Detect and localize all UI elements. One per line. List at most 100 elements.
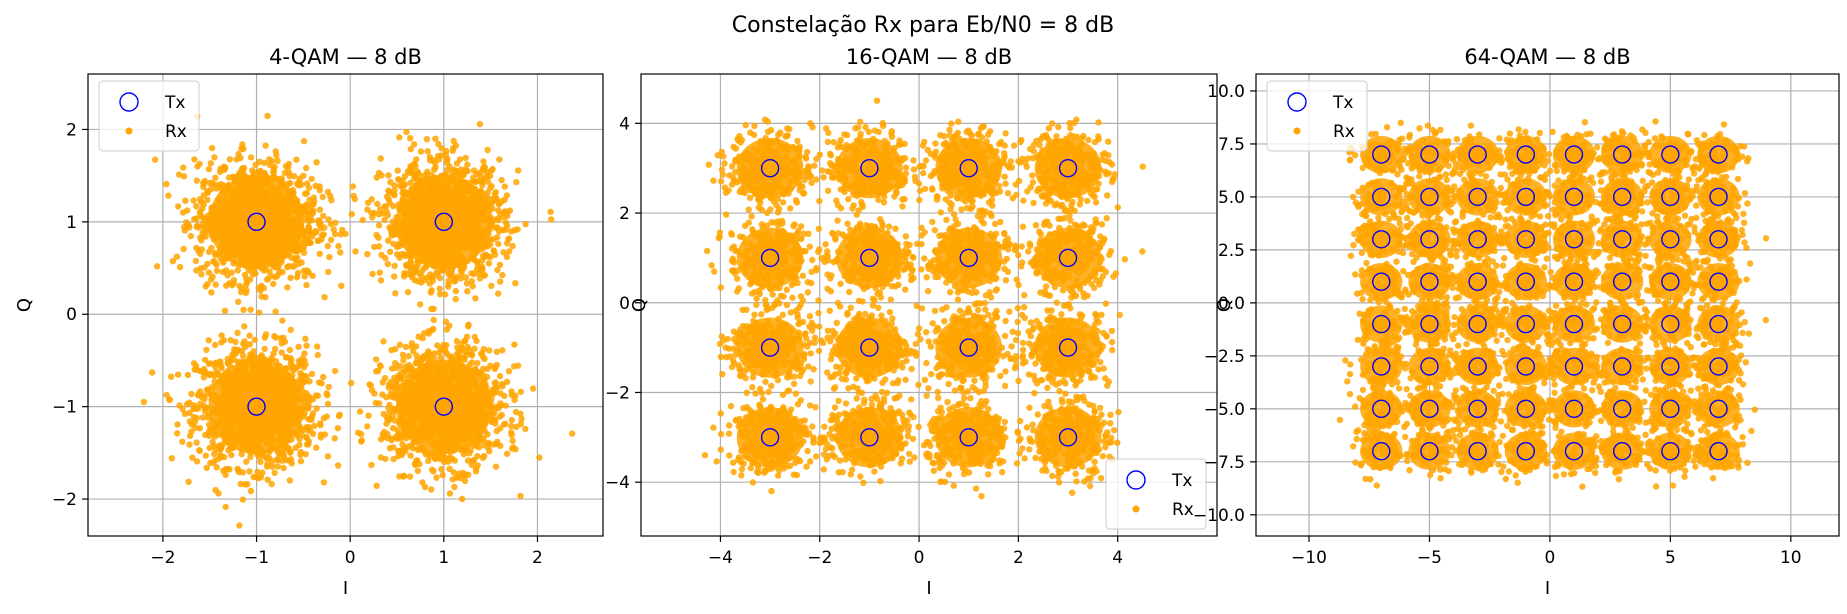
rx-point xyxy=(404,366,412,373)
rx-point xyxy=(246,341,253,348)
rx-point xyxy=(224,233,231,240)
rx-point xyxy=(317,220,324,228)
rx-point xyxy=(243,458,250,465)
rx-point xyxy=(335,242,342,250)
rx-point xyxy=(407,452,414,459)
rx-point xyxy=(312,182,319,190)
rx-point xyxy=(275,254,282,261)
rx-point xyxy=(207,459,214,467)
rx-point xyxy=(203,346,210,354)
rx-point xyxy=(326,253,333,261)
rx-point xyxy=(465,387,472,394)
rx-point xyxy=(496,261,504,268)
rx-point xyxy=(468,350,475,358)
rx-point xyxy=(441,291,449,298)
rx-point xyxy=(208,289,215,296)
rx-point xyxy=(235,372,242,379)
rx-point xyxy=(191,156,198,163)
rx-point xyxy=(492,385,499,392)
rx-point xyxy=(408,402,415,409)
rx-point xyxy=(337,249,344,256)
rx-point xyxy=(285,457,292,464)
rx-point xyxy=(379,391,386,398)
rx-point xyxy=(301,273,308,280)
rx-point xyxy=(268,480,275,488)
rx-point xyxy=(294,245,302,253)
rx-point xyxy=(255,176,263,183)
rx-point xyxy=(303,342,310,349)
rx-point xyxy=(433,360,441,367)
rx-point xyxy=(153,263,161,270)
rx-point xyxy=(234,232,241,239)
rx-point xyxy=(465,321,472,328)
rx-point xyxy=(205,165,213,173)
rx-point xyxy=(243,286,250,294)
rx-point xyxy=(190,413,198,421)
rx-point xyxy=(493,348,500,355)
rx-point xyxy=(450,417,457,424)
rx-point xyxy=(446,454,453,462)
rx-point xyxy=(403,128,410,136)
rx-point xyxy=(503,192,511,199)
rx-point xyxy=(275,175,282,183)
rx-point xyxy=(276,414,284,421)
rx-point xyxy=(230,356,237,363)
rx-point xyxy=(260,356,267,363)
rx-point xyxy=(235,298,242,305)
rx-point xyxy=(271,163,278,171)
rx-point xyxy=(232,338,239,346)
rx-point xyxy=(352,248,359,255)
rx-point xyxy=(369,270,376,278)
rx-point xyxy=(464,288,471,295)
rx-point xyxy=(302,335,309,342)
rx-point xyxy=(299,355,306,362)
rx-point xyxy=(300,245,307,252)
rx-point xyxy=(377,436,385,443)
rx-point xyxy=(280,397,287,404)
rx-point xyxy=(218,443,225,451)
rx-point xyxy=(318,232,326,239)
rx-point xyxy=(209,409,216,416)
rx-point xyxy=(185,478,192,485)
rx-point xyxy=(459,355,466,362)
rx-point xyxy=(226,186,233,193)
rx-point xyxy=(459,364,466,371)
rx-point xyxy=(347,379,355,387)
rx-point xyxy=(215,455,223,462)
rx-point xyxy=(427,422,434,429)
rx-point xyxy=(174,430,181,437)
rx-point xyxy=(266,268,273,275)
rx-point xyxy=(471,345,478,352)
rx-point xyxy=(239,352,247,359)
rx-point xyxy=(285,164,292,171)
rx-point xyxy=(262,411,269,418)
rx-point xyxy=(451,483,458,491)
rx-point xyxy=(436,274,444,282)
rx-point xyxy=(320,373,327,381)
rx-point xyxy=(176,263,184,271)
rx-point xyxy=(424,450,432,458)
rx-point xyxy=(400,472,407,480)
rx-point xyxy=(452,361,459,368)
rx-point xyxy=(274,463,281,470)
rx-point xyxy=(474,214,481,221)
rx-point xyxy=(410,389,417,396)
rx-point xyxy=(476,121,484,128)
rx-point xyxy=(407,135,414,142)
rx-point xyxy=(334,462,342,469)
rx-point xyxy=(152,156,159,163)
rx-point xyxy=(244,415,251,422)
rx-point xyxy=(246,276,254,283)
rx-point xyxy=(325,383,332,391)
rx-point xyxy=(193,215,200,222)
rx-point xyxy=(261,159,268,167)
rx-point xyxy=(257,430,264,437)
rx-point xyxy=(388,346,395,354)
rx-point xyxy=(388,437,395,444)
rx-point xyxy=(196,447,203,454)
rx-point xyxy=(196,196,204,203)
rx-point xyxy=(517,420,525,428)
rx-point xyxy=(303,390,310,397)
rx-point xyxy=(474,452,481,460)
rx-point xyxy=(217,165,224,172)
